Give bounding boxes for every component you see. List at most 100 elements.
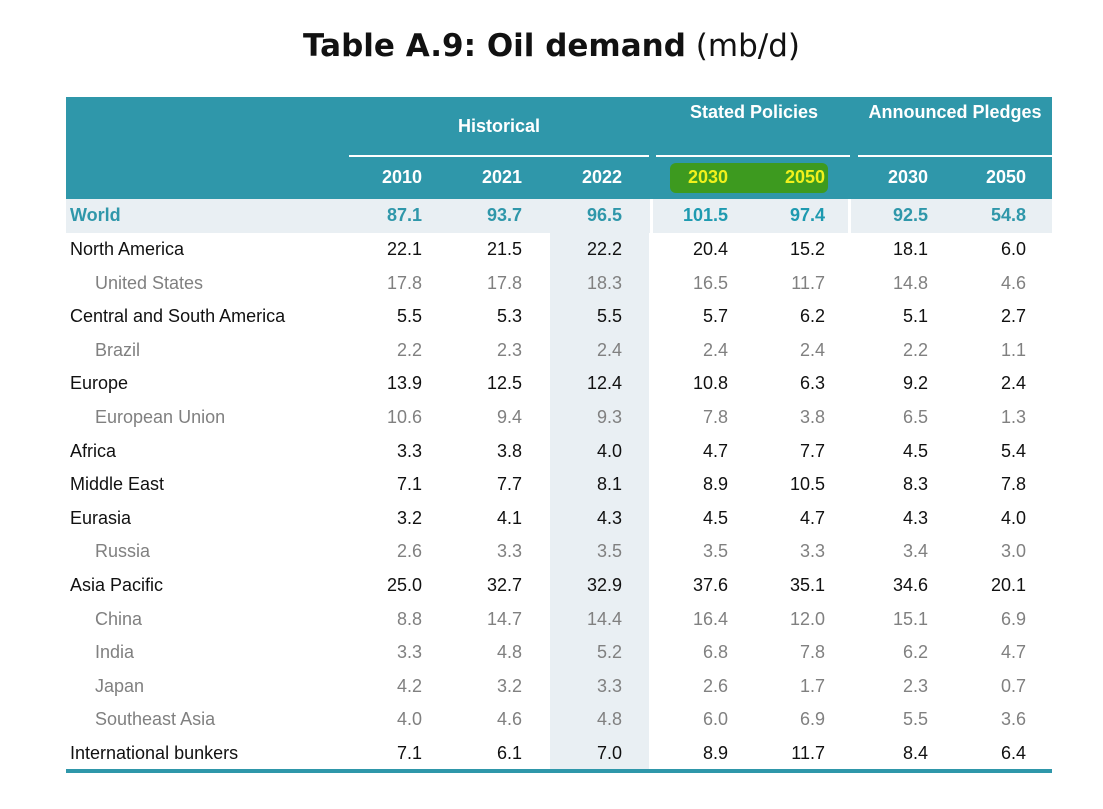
table-cell: 3.4 [902,541,928,562]
table-cell: 2.4 [596,339,622,360]
row-label: International bunkers [70,743,239,763]
table-cell: 5.1 [902,306,928,327]
table-cell: 5.4 [1000,440,1026,461]
table-cell: 4.3 [596,507,622,528]
table-cell: 6.9 [1000,608,1026,629]
table-title-unit: (mb/d) [695,28,800,64]
table-cell: 20.1 [990,575,1026,595]
table-cell: 7.1 [396,474,422,495]
table-cell: 14.4 [586,608,622,629]
table-cell: 18.1 [892,239,928,259]
table-cell: 2.6 [396,541,422,562]
table-cell: 4.0 [596,440,622,461]
table-cell: 2.4 [799,339,825,360]
table-cell: 54.8 [990,205,1026,225]
table-cell: 4.6 [496,709,522,730]
table-cell: 3.3 [799,541,825,562]
table-cell: 3.0 [1000,541,1026,562]
table-cell: 3.5 [702,541,728,562]
table-cell: 2.3 [496,339,522,360]
table-cell: 4.7 [799,507,825,528]
table-row: Southeast Asia 4.0 4.6 4.8 6.0 6.9 5.5 3.6 [66,703,1052,736]
row-label: Japan [95,675,145,696]
table-cell: 11.7 [791,272,825,293]
row-label: Middle East [70,474,165,495]
table-cell: 93.7 [486,205,522,225]
table-cell: 7.8 [702,407,728,427]
table-cell: 4.5 [902,440,928,461]
table-cell: 7.0 [596,743,622,763]
row-label: Brazil [95,339,141,360]
table-cell: 5.2 [596,642,622,663]
group-stated-policies: Stated Policies [689,102,819,122]
table-cell: 3.3 [396,642,422,663]
table-cell: 4.0 [396,709,422,730]
year-header: 2030 [887,167,928,187]
table-cell: 14.8 [892,272,928,293]
group-rule-historical [349,155,649,157]
table-cell: 6.0 [702,709,728,730]
year-header: 2021 [481,167,522,187]
table-cell: 15.2 [789,239,825,259]
table-cell: 4.2 [396,675,422,696]
year-header: 2050 [985,167,1026,187]
table-cell: 2.3 [902,675,928,696]
row-label: European Union [95,407,226,427]
table-cell: 7.8 [799,642,825,663]
table-row: Japan 4.2 3.2 3.3 2.6 1.7 2.3 0.7 [66,670,1052,703]
table-cell: 32.9 [586,575,622,595]
table-cell: 17.8 [386,272,422,293]
table-cell: 4.1 [496,507,522,528]
table-cell: 5.5 [596,306,622,327]
table-cell: 34.6 [892,575,928,595]
table-title: Table A.9: Oil demand (mb/d) [0,28,1103,64]
table-cell: 12.5 [486,373,522,394]
table-cell: 4.0 [1000,507,1026,528]
table-cell: 9.3 [596,407,622,427]
table-cell: 32.7 [486,575,522,595]
row-label: Eurasia [70,507,132,528]
group-historical: Historical [457,116,541,136]
row-label: Europe [70,373,129,394]
table-cell: 6.4 [1000,743,1026,763]
table-cell: 35.1 [789,575,825,595]
table-cell: 4.7 [1000,642,1026,663]
table-bottom-rule [66,769,1052,773]
table-cell: 4.8 [596,709,622,730]
table-cell: 3.8 [799,407,825,427]
table-cell: 96.5 [586,205,622,225]
table-cell: 4.8 [496,642,522,663]
table-row: North America 22.1 21.5 22.2 20.4 15.2 18.1 6.0 [66,233,1052,266]
year-header: 2010 [381,167,422,187]
table-cell: 2.6 [702,675,728,696]
year-header: 2050 [784,167,825,187]
row-label: North America [70,239,185,259]
table-cell: 6.1 [496,743,522,763]
table-row: Central and South America 5.5 5.3 5.5 5.7 6.2… [66,300,1052,333]
table-row: European Union 10.6 9.4 9.3 7.8 3.8 6.5 1.3 [66,401,1052,434]
table-cell: 1.1 [1000,339,1026,360]
table-cell: 14.7 [486,608,522,629]
table-cell: 7.1 [396,743,422,763]
table-row: India 3.3 4.8 5.2 6.8 7.8 6.2 4.7 [66,636,1052,669]
table-row: International bunkers 7.1 6.1 7.0 8.9 11.7 8.4… [66,737,1052,770]
table-row: Europe 13.9 12.5 12.4 10.8 6.3 9.2 2.4 [66,367,1052,400]
table-cell: 22.2 [586,239,622,259]
table-cell: 5.7 [702,306,728,327]
table-cell: 3.3 [596,675,622,696]
table-cell: 87.1 [386,205,422,225]
table-cell: 11.7 [791,743,825,763]
row-label: Central and South America [70,306,286,327]
table-cell: 12.4 [586,373,622,394]
table-cell: 6.2 [902,642,928,663]
table-cell: 3.3 [396,440,422,461]
table-cell: 8.9 [702,474,728,495]
table-header: Historical Stated Policies Announced Ple… [66,97,1052,199]
table-cell: 6.3 [799,373,825,394]
table-cell: 8.3 [902,474,928,495]
column-2022-band [550,233,649,773]
table-title-text: Table A.9: Oil demand [303,28,686,64]
table-cell: 8.1 [596,474,622,495]
table-row-world: World 87.1 93.7 96.5 101.5 97.4 92.5 54.8 [66,199,1052,233]
table-cell: 7.8 [1000,474,1026,495]
